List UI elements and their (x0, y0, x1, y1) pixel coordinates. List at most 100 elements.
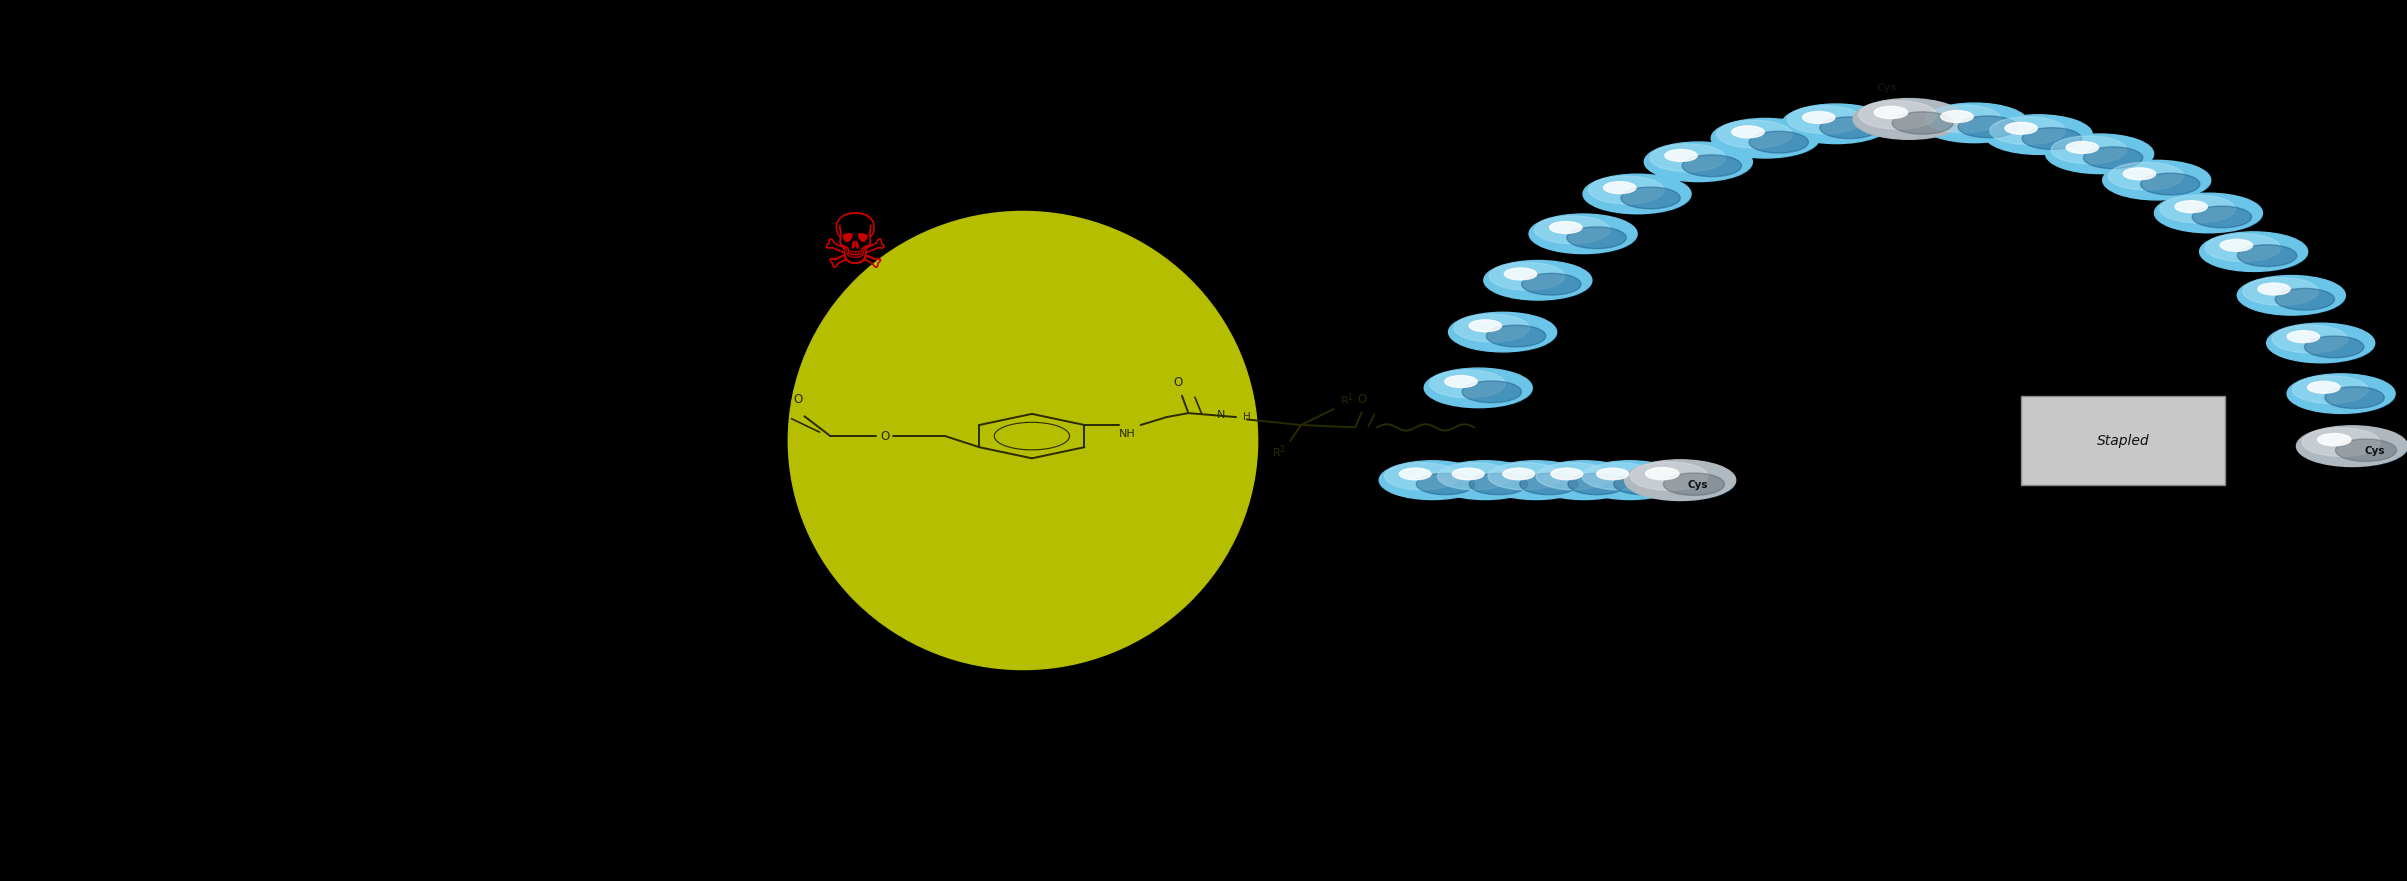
Circle shape (2176, 201, 2207, 212)
Circle shape (2022, 128, 2082, 150)
Circle shape (1540, 464, 1637, 500)
Circle shape (1750, 131, 1808, 153)
Circle shape (1731, 126, 1764, 137)
Circle shape (1398, 468, 1432, 480)
Circle shape (1483, 261, 1591, 300)
Circle shape (1803, 112, 1834, 123)
Circle shape (2335, 439, 2397, 462)
Circle shape (1589, 176, 1663, 204)
Circle shape (1389, 464, 1485, 500)
Circle shape (2301, 428, 2381, 456)
Circle shape (1863, 102, 1964, 139)
Circle shape (2084, 147, 2142, 168)
Text: O: O (1358, 393, 1367, 406)
Circle shape (1781, 104, 1889, 144)
Circle shape (2275, 288, 2335, 310)
Circle shape (2053, 137, 2154, 174)
Circle shape (1721, 122, 1820, 158)
Text: NH: NH (1119, 429, 1136, 439)
Circle shape (1646, 468, 1680, 480)
FancyBboxPatch shape (2022, 396, 2224, 485)
Circle shape (2246, 278, 2344, 315)
Circle shape (1567, 227, 1627, 248)
Circle shape (1425, 368, 1533, 408)
Circle shape (2239, 276, 2344, 315)
Circle shape (1483, 461, 1589, 500)
Circle shape (1492, 263, 1591, 300)
Text: H: H (1242, 412, 1249, 422)
Circle shape (2046, 134, 2154, 174)
Circle shape (1531, 461, 1637, 500)
Circle shape (2306, 429, 2407, 467)
Circle shape (1591, 177, 1692, 214)
Text: O: O (1172, 376, 1182, 389)
Circle shape (1442, 464, 1538, 500)
Circle shape (1620, 187, 1680, 209)
Text: ☠: ☠ (821, 210, 888, 284)
Circle shape (2258, 283, 2289, 295)
Circle shape (1519, 473, 1579, 495)
Circle shape (2239, 245, 2296, 266)
Circle shape (2219, 240, 2253, 251)
Circle shape (1577, 461, 1682, 500)
Circle shape (1586, 464, 1682, 500)
Text: O: O (881, 430, 888, 442)
Circle shape (2308, 381, 2340, 393)
Circle shape (1379, 461, 1485, 500)
Circle shape (1957, 116, 2017, 137)
Circle shape (1716, 121, 1793, 148)
Circle shape (2296, 377, 2395, 413)
Circle shape (1630, 462, 1709, 491)
Circle shape (1654, 145, 1752, 181)
Circle shape (1454, 315, 1528, 342)
Circle shape (1432, 371, 1533, 408)
Circle shape (1415, 473, 1475, 495)
Circle shape (2287, 330, 2320, 343)
Text: Cys: Cys (2364, 446, 2385, 455)
Circle shape (1437, 463, 1512, 490)
Circle shape (2267, 323, 2376, 363)
Circle shape (1492, 464, 1589, 500)
Circle shape (1504, 268, 1536, 280)
Circle shape (1875, 107, 1909, 119)
Circle shape (1892, 112, 1952, 134)
Circle shape (2051, 136, 2128, 164)
Circle shape (1536, 216, 1610, 244)
Text: R$^2$: R$^2$ (1271, 443, 1285, 460)
Circle shape (2065, 142, 2099, 153)
Circle shape (1444, 375, 1478, 388)
Circle shape (1993, 118, 2092, 154)
Circle shape (1430, 370, 1504, 397)
Circle shape (1940, 111, 1974, 122)
Circle shape (1663, 473, 1723, 495)
Circle shape (1521, 273, 1581, 295)
Circle shape (1432, 461, 1538, 500)
Circle shape (1666, 150, 1697, 161)
Circle shape (2200, 232, 2308, 271)
Circle shape (1528, 214, 1637, 254)
Circle shape (1649, 144, 1726, 172)
Circle shape (1538, 218, 1637, 254)
Circle shape (1536, 463, 1610, 490)
Text: N: N (1218, 410, 1225, 419)
Text: R$^1$: R$^1$ (1341, 391, 1355, 408)
Circle shape (2272, 325, 2347, 353)
Circle shape (1384, 463, 1459, 490)
Circle shape (1928, 107, 2029, 143)
Circle shape (1983, 115, 2092, 154)
Circle shape (1634, 463, 1735, 500)
Circle shape (1613, 473, 1673, 495)
Circle shape (2275, 326, 2376, 363)
Circle shape (1791, 107, 1889, 144)
Circle shape (1488, 325, 1545, 347)
Circle shape (2159, 196, 2236, 223)
Circle shape (1567, 473, 1627, 495)
Circle shape (1550, 468, 1584, 480)
Circle shape (2109, 162, 2183, 190)
Circle shape (1584, 174, 1692, 214)
Circle shape (1820, 117, 1880, 138)
Circle shape (2318, 433, 2352, 446)
Text: O: O (794, 393, 802, 406)
Circle shape (1468, 473, 1528, 495)
Circle shape (1581, 463, 1656, 490)
